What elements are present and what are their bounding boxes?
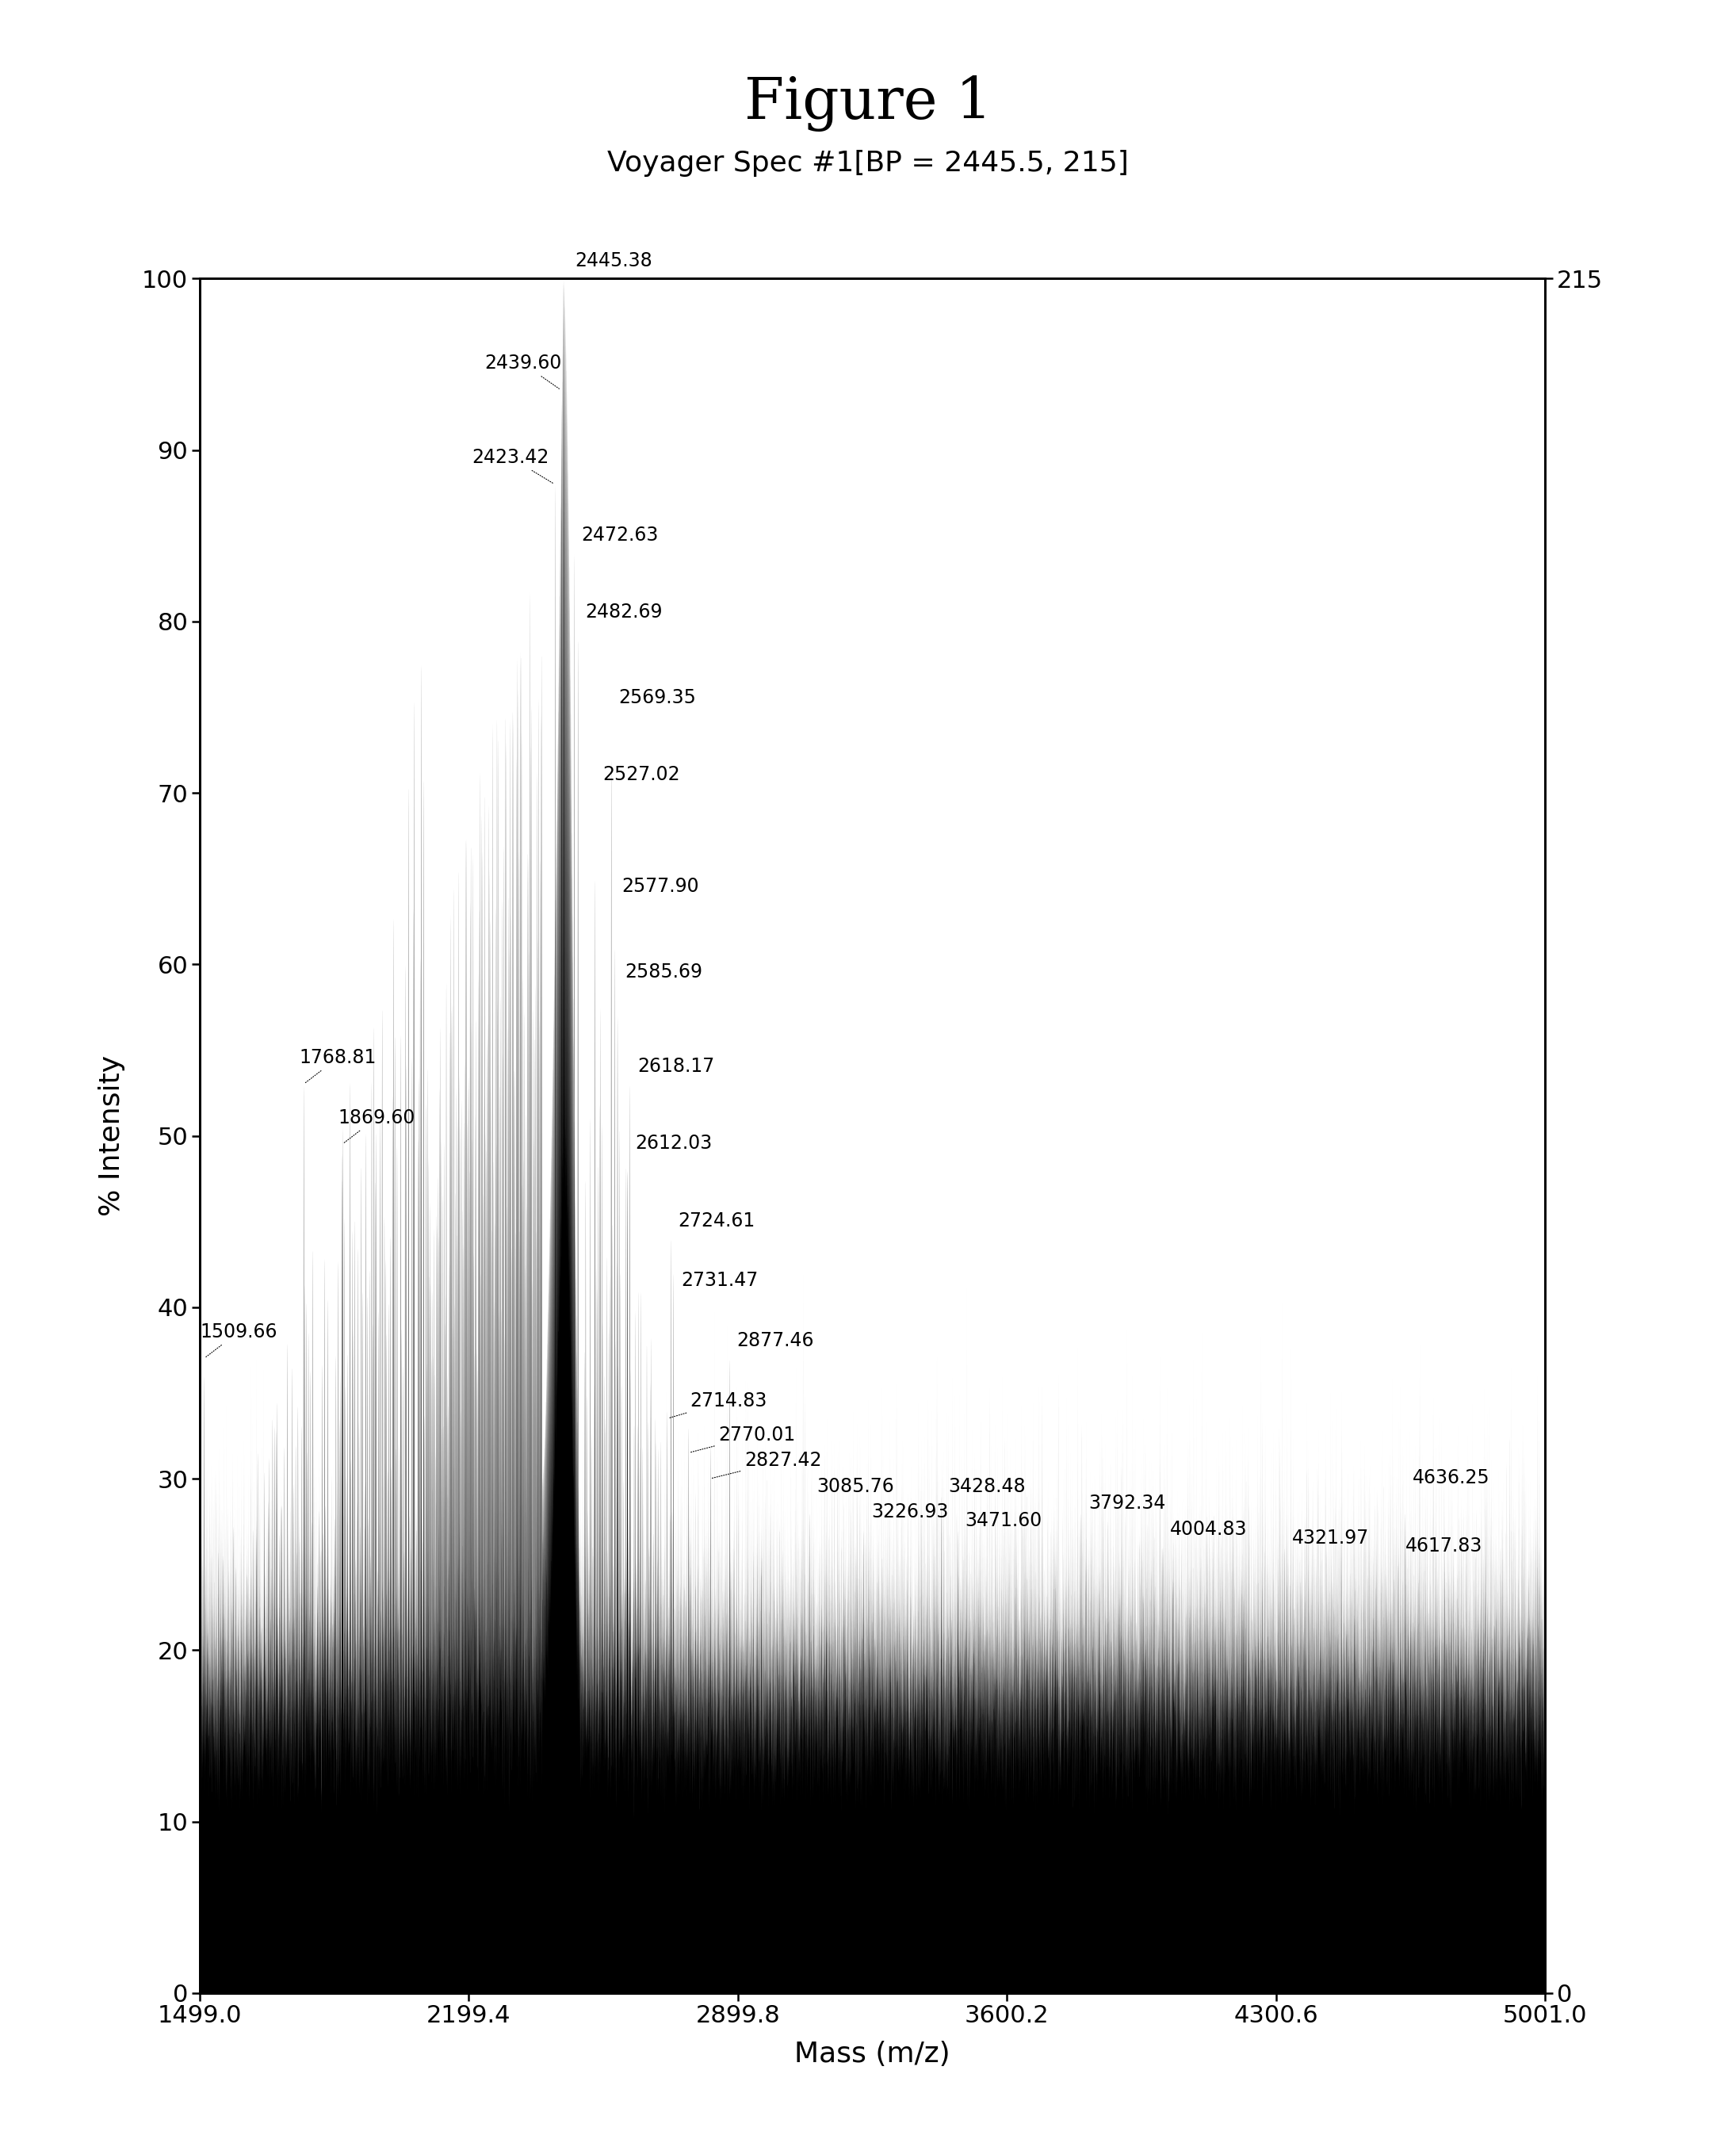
Text: 3428.48: 3428.48	[948, 1477, 1026, 1496]
Text: 2423.42: 2423.42	[472, 448, 552, 482]
Text: 2445.38: 2445.38	[575, 251, 653, 270]
Text: 2770.01: 2770.01	[691, 1425, 795, 1453]
Text: 2877.46: 2877.46	[736, 1331, 814, 1350]
Y-axis label: % Intensity: % Intensity	[99, 1054, 125, 1217]
Text: 2731.47: 2731.47	[681, 1271, 759, 1290]
Text: Voyager Spec #1[BP = 2445.5, 215]: Voyager Spec #1[BP = 2445.5, 215]	[608, 150, 1128, 178]
X-axis label: Mass (m/z): Mass (m/z)	[795, 2040, 950, 2068]
Text: 2527.02: 2527.02	[602, 765, 681, 784]
Text: 3471.60: 3471.60	[965, 1511, 1042, 1530]
Text: 2612.03: 2612.03	[635, 1134, 712, 1153]
Text: 4004.83: 4004.83	[1170, 1519, 1246, 1539]
Text: 2714.83: 2714.83	[668, 1391, 767, 1419]
Text: 3792.34: 3792.34	[1088, 1494, 1165, 1513]
Text: 1509.66: 1509.66	[200, 1322, 278, 1357]
Text: 2482.69: 2482.69	[585, 602, 663, 621]
Text: 2577.90: 2577.90	[621, 876, 700, 896]
Text: 4321.97: 4321.97	[1292, 1528, 1370, 1547]
Text: 2618.17: 2618.17	[637, 1056, 715, 1076]
Text: 2585.69: 2585.69	[625, 962, 703, 981]
Text: 2569.35: 2569.35	[618, 688, 696, 707]
Text: 1768.81: 1768.81	[299, 1048, 377, 1082]
Text: 2827.42: 2827.42	[712, 1451, 821, 1479]
Text: 3226.93: 3226.93	[871, 1502, 948, 1522]
Text: 4617.83: 4617.83	[1406, 1537, 1483, 1556]
Text: 3085.76: 3085.76	[818, 1477, 894, 1496]
Text: 2472.63: 2472.63	[582, 525, 658, 544]
Text: 4636.25: 4636.25	[1413, 1468, 1489, 1487]
Text: 1869.60: 1869.60	[339, 1108, 415, 1142]
Text: Figure 1: Figure 1	[745, 75, 991, 131]
Text: 2724.61: 2724.61	[679, 1211, 755, 1230]
Text: 2439.60: 2439.60	[484, 354, 561, 388]
